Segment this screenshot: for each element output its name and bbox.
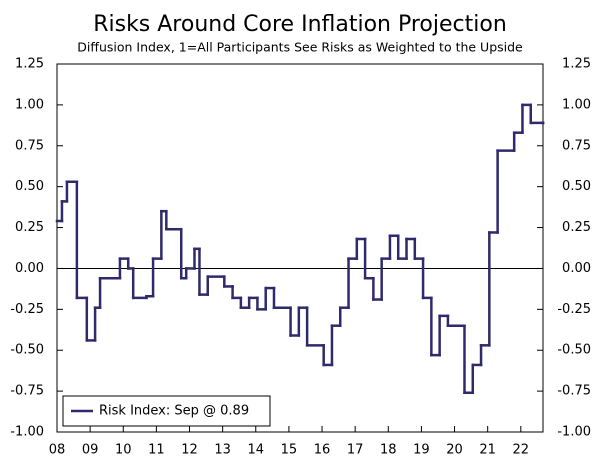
x-tick-label: 21	[479, 443, 496, 458]
x-tick-label: 14	[247, 443, 264, 458]
y-tick-label: 1.25	[15, 57, 44, 72]
x-tick-label: 15	[281, 443, 298, 458]
x-tick-label: 16	[314, 443, 331, 458]
x-tick-label: 13	[214, 443, 231, 458]
y-tick-label: 0.75	[15, 138, 44, 153]
y2-tick-label: 1.25	[562, 57, 591, 72]
y-tick-label: -0.50	[10, 343, 44, 358]
x-tick-label: 11	[148, 443, 165, 458]
chart-subtitle: Diffusion Index, 1=All Participants See …	[77, 40, 523, 55]
x-tick-label: 08	[49, 443, 66, 458]
x-tick-label: 20	[446, 443, 463, 458]
legend-box	[62, 395, 271, 427]
x-tick-label: 22	[513, 443, 530, 458]
x-tick-label: 17	[347, 443, 364, 458]
y2-tick-label: 1.00	[562, 97, 591, 112]
y-tick-label: 1.00	[15, 97, 44, 112]
y2-tick-label: 0.25	[562, 220, 591, 235]
y-tick-label: -0.75	[10, 384, 44, 399]
y-tick-label: -1.00	[10, 425, 44, 440]
y-tick-label: 0.50	[15, 179, 44, 194]
x-tick-label: 18	[380, 443, 397, 458]
y2-tick-label: -0.50	[557, 343, 591, 358]
plot-frame	[56, 63, 544, 433]
y2-tick-label: -1.00	[557, 425, 591, 440]
y-tick-label: 0.25	[15, 220, 44, 235]
y2-tick-label: -0.75	[557, 384, 591, 399]
x-tick-label: 19	[413, 443, 430, 458]
chart-title: Risks Around Core Inflation Projection	[93, 12, 507, 37]
x-tick-label: 09	[82, 443, 99, 458]
x-tick-label: 10	[115, 443, 132, 458]
legend-label: Risk Index: Sep @ 0.89	[99, 404, 249, 419]
x-tick-label: 12	[181, 443, 198, 458]
y2-tick-label: 0.75	[562, 138, 591, 153]
y-tick-label: 0.00	[15, 261, 44, 276]
y2-tick-label: 0.00	[562, 261, 591, 276]
y2-tick-label: 0.50	[562, 179, 591, 194]
y-tick-label: -0.25	[10, 302, 44, 317]
series-line	[55, 103, 545, 394]
y2-tick-label: -0.25	[557, 302, 591, 317]
